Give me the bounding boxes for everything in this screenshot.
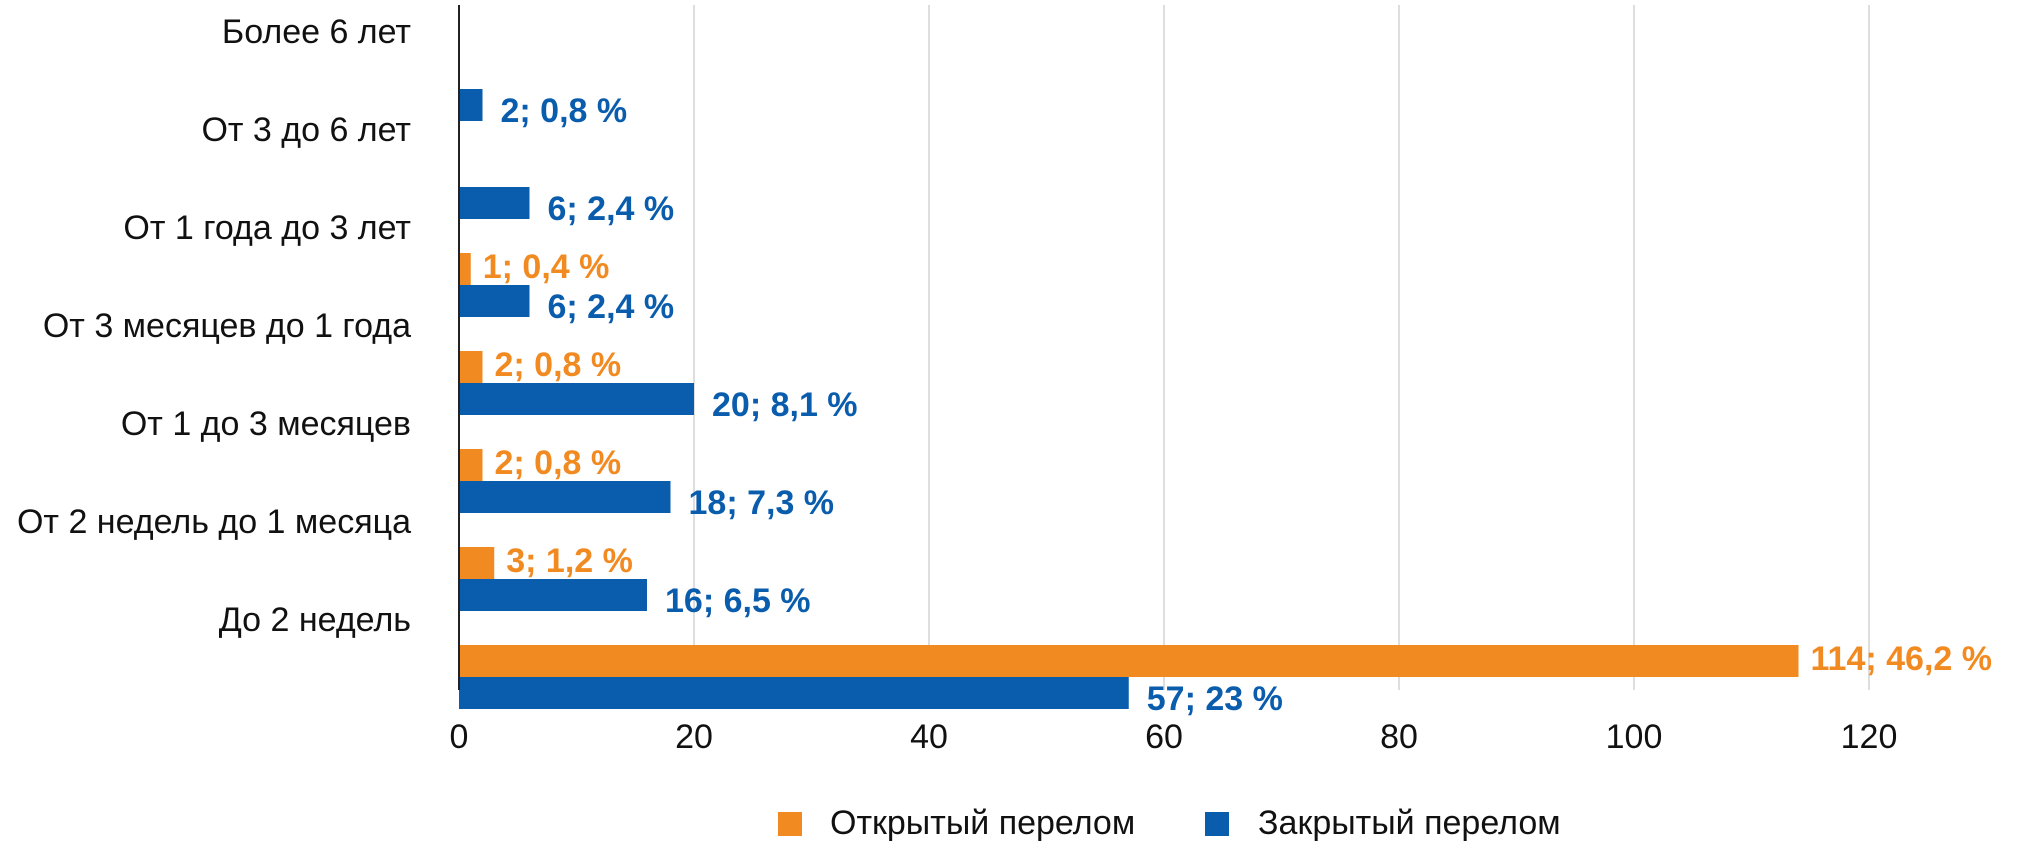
- category-label: От 3 до 6 лет: [201, 111, 411, 149]
- bar-open-fracture: [459, 547, 495, 579]
- category-label: От 3 месяцев до 1 года: [43, 307, 411, 345]
- data-label-closed-fracture: 18; 7,3 %: [689, 484, 835, 522]
- gridlines: [693, 5, 1870, 690]
- bars: [459, 89, 1799, 709]
- x-tick-label: 80: [1380, 718, 1418, 756]
- x-tick-label: 60: [1145, 718, 1183, 756]
- bar-closed-fracture: [459, 579, 647, 611]
- bar-open-fracture: [459, 449, 483, 481]
- data-label-closed-fracture: 2; 0,8 %: [501, 92, 628, 130]
- x-tick-label: 0: [450, 718, 469, 756]
- bar-closed-fracture: [459, 677, 1129, 709]
- category-label: Более 6 лет: [222, 13, 411, 51]
- bar-closed-fracture: [459, 187, 530, 219]
- category-label: До 2 недель: [219, 601, 411, 639]
- legend-swatch: [1205, 812, 1229, 836]
- data-label-open-fracture: 2; 0,8 %: [495, 346, 622, 384]
- legend-label: Закрытый перелом: [1258, 804, 1561, 842]
- x-tick-label: 20: [675, 718, 713, 756]
- bar-closed-fracture: [459, 383, 694, 415]
- data-label-closed-fracture: 16; 6,5 %: [665, 582, 811, 620]
- category-label: От 1 года до 3 лет: [123, 209, 411, 247]
- data-label-open-fracture: 1; 0,4 %: [483, 248, 610, 286]
- x-tick-label: 40: [910, 718, 948, 756]
- data-label-closed-fracture: 57; 23 %: [1147, 680, 1283, 718]
- category-label: От 1 до 3 месяцев: [121, 405, 411, 443]
- data-label-open-fracture: 2; 0,8 %: [495, 444, 622, 482]
- bar-open-fracture: [459, 645, 1799, 677]
- legend-swatch: [778, 812, 802, 836]
- bar-open-fracture: [459, 253, 471, 285]
- data-label-closed-fracture: 6; 2,4 %: [548, 190, 675, 228]
- bar-closed-fracture: [459, 285, 530, 317]
- data-label-open-fracture: 114; 46,2 %: [1811, 640, 1992, 678]
- x-tick-label: 120: [1841, 718, 1898, 756]
- data-label-closed-fracture: 20; 8,1 %: [712, 386, 858, 424]
- data-label-closed-fracture: 6; 2,4 %: [548, 288, 675, 326]
- x-tick-label: 100: [1606, 718, 1663, 756]
- legend-label: Открытый перелом: [830, 804, 1135, 842]
- category-label: От 2 недель до 1 месяца: [17, 503, 411, 541]
- labels: 0 20 40 60 80 100 120 Более 6 лет От 3 до 6 лет О…: [17, 13, 1992, 756]
- bar-open-fracture: [459, 351, 483, 383]
- bar-closed-fracture: [459, 481, 671, 513]
- bar-closed-fracture: [459, 89, 483, 121]
- legend: Открытый перелом Закрытый перелом: [778, 804, 1561, 842]
- data-label-open-fracture: 3; 1,2 %: [506, 542, 633, 580]
